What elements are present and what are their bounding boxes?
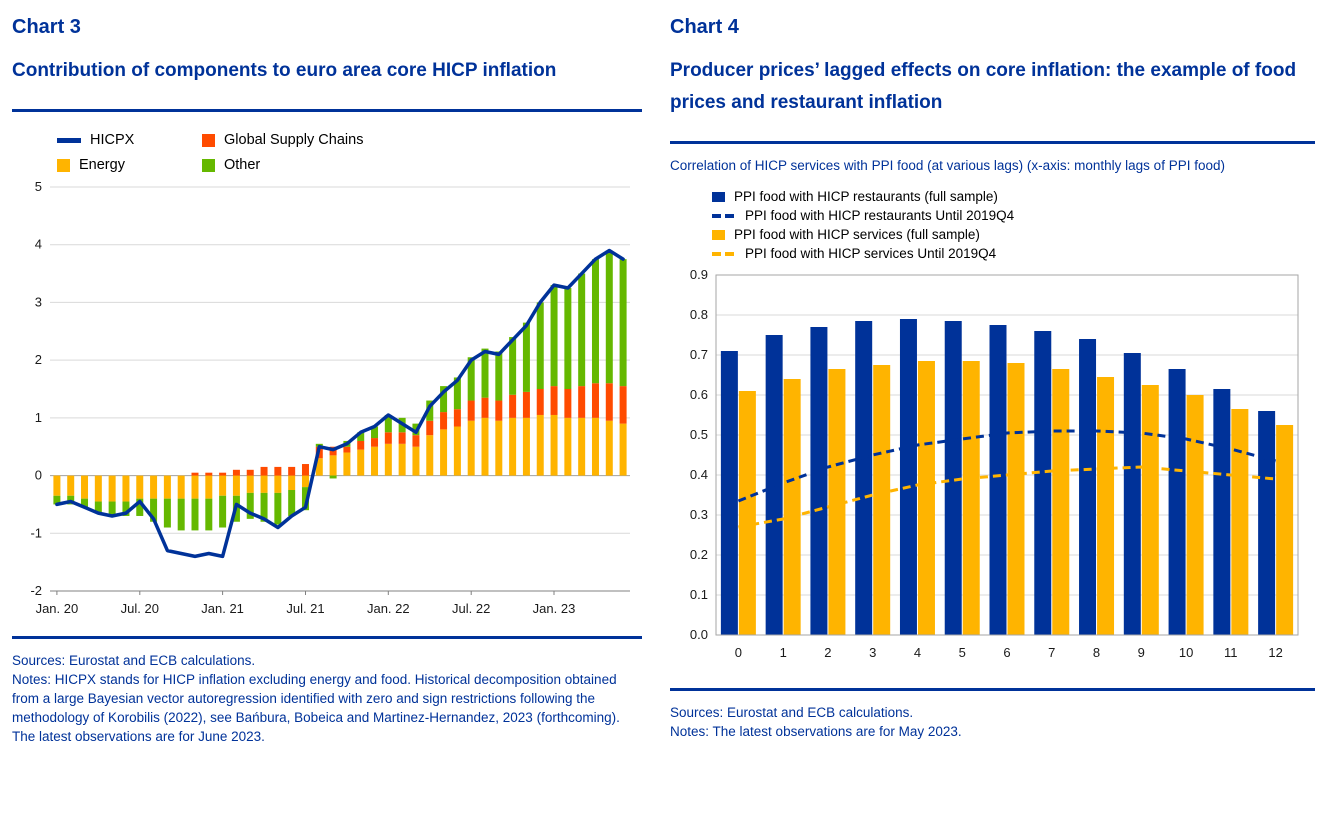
- svg-text:Jan. 22: Jan. 22: [367, 601, 410, 616]
- chart4-legend-label: PPI food with HICP restaurants (full sam…: [734, 189, 998, 204]
- svg-text:-1: -1: [30, 525, 42, 540]
- svg-text:0.1: 0.1: [690, 587, 708, 602]
- svg-text:Jan. 21: Jan. 21: [201, 601, 244, 616]
- dash-segment-icon: [725, 251, 734, 256]
- svg-text:11: 11: [1224, 645, 1238, 660]
- chart3-legend-swatch-icon: [202, 133, 215, 147]
- chart3-column: Chart 3 Contribution of components to eu…: [12, 10, 642, 746]
- chart4-legend-item-2: PPI food with HICP services (full sample…: [712, 227, 1315, 242]
- chart4-x-axis: 0 1 2 3 4 5 6 7 8 9 10 11 12: [735, 645, 1283, 660]
- svg-text:5: 5: [35, 179, 42, 194]
- svg-text:-2: -2: [30, 583, 42, 598]
- chart4-legend-swatch-icon: [712, 251, 736, 256]
- svg-text:0.3: 0.3: [690, 507, 708, 522]
- chart4-legend-swatch-icon: [712, 229, 725, 240]
- dash-segment-icon: [712, 251, 721, 256]
- chart3-notes: Notes: HICPX stands for HICP inflation e…: [12, 672, 620, 725]
- chart4-column: Chart 4 Producer prices’ lagged effects …: [670, 10, 1315, 746]
- chart4-dashed-line-1: [738, 465, 1276, 529]
- chart3-stacked-bars: [53, 250, 627, 531]
- svg-text:1: 1: [780, 645, 787, 660]
- svg-text:3: 3: [35, 294, 42, 309]
- figure-panel: Chart 3 Contribution of components to eu…: [12, 10, 1315, 746]
- chart3-plot-area: 5 4 3 2 1 0 -1 -2 Jan. 20 Jul. 20 Jan. 21 Jul. 21 Ja…: [12, 179, 642, 636]
- svg-text:2: 2: [824, 645, 831, 660]
- chart3-legend-label: HICPX: [90, 132, 135, 148]
- chart3-legend-swatch-icon: [202, 158, 215, 172]
- chart3-top-rule: [12, 109, 642, 112]
- svg-text:4: 4: [35, 237, 42, 252]
- chart4-legend-label: PPI food with HICP services Until 2019Q4: [745, 246, 997, 261]
- chart4-sources: Sources: Eurostat and ECB calculations.: [670, 705, 914, 720]
- svg-text:Jan. 23: Jan. 23: [533, 601, 576, 616]
- chart3-notes-latest: The latest observations are for June 202…: [12, 729, 265, 744]
- svg-text:9: 9: [1138, 645, 1145, 660]
- chart4-legend: PPI food with HICP restaurants (full sam…: [712, 189, 1315, 261]
- svg-text:4: 4: [914, 645, 921, 660]
- svg-text:0: 0: [735, 645, 742, 660]
- hicpx-line: [55, 248, 625, 559]
- chart4-footnotes: Sources: Eurostat and ECB calculations. …: [670, 703, 1315, 741]
- chart4-legend-item-3: PPI food with HICP services Until 2019Q4: [712, 246, 1315, 261]
- chart4-label: Chart 4: [670, 16, 739, 38]
- chart3-label: Chart 3: [12, 16, 81, 38]
- svg-text:5: 5: [959, 645, 966, 660]
- svg-text:0.4: 0.4: [690, 467, 708, 482]
- chart4-legend-item-0: PPI food with HICP restaurants (full sam…: [712, 189, 1315, 204]
- dash-segment-icon: [725, 213, 734, 218]
- chart4-legend-swatch-icon: [712, 213, 736, 218]
- chart4-plot-area: 0.9 0.8 0.7 0.6 0.5 0.4 0.3 0.2 0.1 0.0 0 1 2 3 4 5 6 7 8 9…: [670, 267, 1315, 674]
- chart4-legend-label: PPI food with HICP restaurants Until 201…: [745, 208, 1015, 223]
- chart3-bottom-rule: [12, 636, 642, 639]
- svg-text:0.0: 0.0: [690, 627, 708, 642]
- chart3-title: Contribution of components to euro area …: [12, 60, 557, 81]
- svg-text:0.9: 0.9: [690, 269, 708, 282]
- chart4-dashed-line-0: [737, 429, 1276, 503]
- dash-segment-icon: [712, 213, 721, 218]
- svg-text:Jul. 21: Jul. 21: [286, 601, 324, 616]
- svg-text:0: 0: [35, 468, 42, 483]
- chart4-legend-item-1: PPI food with HICP restaurants Until 201…: [712, 208, 1315, 223]
- svg-text:Jan. 20: Jan. 20: [36, 601, 79, 616]
- chart3-legend-swatch-icon: [57, 158, 70, 172]
- chart3-footnotes: Sources: Eurostat and ECB calculations. …: [12, 651, 642, 746]
- chart4-grouped-bars: [720, 319, 1294, 635]
- svg-text:0.8: 0.8: [690, 307, 708, 322]
- chart4-caption: Correlation of HICP services with PPI fo…: [670, 158, 1225, 173]
- chart3-legend-label: Energy: [79, 157, 125, 173]
- chart4-canvas: 0.90.80.70.60.50.40.30.20.10.00 1 2 3 4 5 6 7 8 9…: [690, 267, 1299, 660]
- svg-text:0.5: 0.5: [690, 427, 708, 442]
- chart4-legend-label: PPI food with HICP services (full sample…: [734, 227, 980, 242]
- chart3-legend: HICPX Global Supply Chains Energy Other: [57, 132, 642, 173]
- svg-text:1: 1: [35, 410, 42, 425]
- chart4-top-rule: [670, 141, 1315, 144]
- svg-text:3: 3: [869, 645, 876, 660]
- chart4-plot-border: [715, 274, 1299, 636]
- chart3-legend-label: Global Supply Chains: [224, 132, 364, 148]
- chart3-sources: Sources: Eurostat and ECB calculations.: [12, 653, 256, 668]
- chart3-legend-item-1: Global Supply Chains: [202, 132, 642, 148]
- chart4-legend-swatch-icon: [712, 191, 725, 202]
- svg-text:Jul. 22: Jul. 22: [452, 601, 490, 616]
- chart3-x-axis: Jan. 20 Jul. 20 Jan. 21 Jul. 21 Jan. 22 Jul. …: [36, 590, 630, 616]
- chart4-notes: Notes: The latest observations are for M…: [670, 724, 962, 739]
- svg-text:0.2: 0.2: [690, 547, 708, 562]
- svg-text:0.6: 0.6: [690, 387, 708, 402]
- svg-text:0.7: 0.7: [690, 347, 708, 362]
- chart3-legend-label: Other: [224, 157, 261, 173]
- chart4-bottom-rule: [670, 688, 1315, 691]
- svg-text:8: 8: [1093, 645, 1100, 660]
- svg-text:6: 6: [1003, 645, 1010, 660]
- svg-text:2: 2: [35, 352, 42, 367]
- svg-text:7: 7: [1048, 645, 1055, 660]
- chart3-legend-item-0: HICPX: [57, 132, 202, 148]
- svg-text:10: 10: [1179, 645, 1193, 660]
- svg-text:12: 12: [1268, 645, 1282, 660]
- chart4-title: Producer prices’ lagged effects on core …: [670, 60, 1297, 113]
- chart3-legend-swatch-icon: [57, 137, 81, 143]
- chart3-legend-item-2: Energy: [57, 157, 202, 173]
- svg-text:Jul. 20: Jul. 20: [121, 601, 159, 616]
- chart3-legend-item-3: Other: [202, 157, 642, 173]
